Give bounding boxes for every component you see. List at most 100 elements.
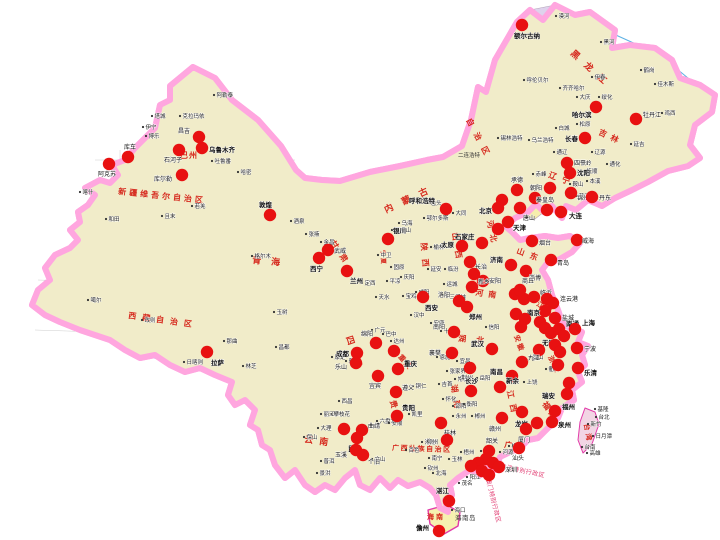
city-marker[interactable]: 沈阳 bbox=[563, 166, 577, 180]
city-marker[interactable]: 唐山 bbox=[513, 201, 527, 215]
city-marker[interactable]: 拉萨 bbox=[200, 345, 214, 359]
city-marker[interactable]: 郑州 bbox=[460, 300, 474, 314]
city-marker[interactable]: 威海 bbox=[570, 233, 584, 247]
city-marker[interactable]: 商丘 bbox=[513, 283, 527, 297]
city-marker[interactable]: 牡丹江 bbox=[629, 112, 643, 126]
city-marker[interactable]: 丹东 bbox=[585, 190, 599, 204]
city-marker[interactable]: 济南 bbox=[504, 258, 518, 272]
city-marker[interactable]: 武威 bbox=[321, 243, 335, 257]
city-marker[interactable]: 湖州 bbox=[532, 343, 546, 357]
city-marker[interactable]: 荆州 bbox=[463, 361, 477, 375]
city-marker[interactable]: 赣州 bbox=[495, 411, 509, 425]
city-marker[interactable]: 遵义 bbox=[389, 385, 403, 399]
town-dot bbox=[443, 267, 447, 271]
city-marker[interactable]: 北京 bbox=[491, 201, 505, 215]
town-dot bbox=[78, 190, 82, 194]
city-marker[interactable]: 烟台 bbox=[525, 234, 539, 248]
city-marker[interactable]: 柳州 bbox=[440, 433, 454, 447]
city-marker[interactable]: 锦州 bbox=[564, 186, 578, 200]
city-marker[interactable]: 承德 bbox=[510, 183, 524, 197]
city-marker[interactable]: 大连 bbox=[554, 205, 568, 219]
city-marker[interactable]: 邯郸 bbox=[467, 267, 481, 281]
city-marker[interactable]: 太原 bbox=[455, 239, 469, 253]
city-marker[interactable]: 四平 bbox=[560, 156, 574, 170]
city-marker[interactable]: 乌鲁木齐 bbox=[195, 141, 209, 155]
city-marker[interactable]: 库尔勒 bbox=[175, 168, 189, 182]
city-marker[interactable]: 淄博 bbox=[519, 264, 533, 278]
city-marker[interactable]: 合肥 bbox=[514, 320, 528, 334]
city-marker[interactable]: 成都 bbox=[350, 346, 364, 360]
city-marker[interactable]: 福州 bbox=[548, 404, 562, 418]
city-marker[interactable]: 新余 bbox=[493, 380, 507, 394]
town-label: 阿勒泰 bbox=[217, 91, 234, 99]
city-marker[interactable]: 葫芦岛 bbox=[528, 191, 542, 205]
city-marker[interactable]: 贵阳 bbox=[390, 409, 404, 423]
city-marker[interactable]: 库车 bbox=[121, 150, 135, 164]
city-marker[interactable]: 淮安 bbox=[538, 304, 552, 318]
city-marker[interactable]: 金华 bbox=[551, 358, 565, 372]
city-marker[interactable]: 泉州 bbox=[545, 415, 559, 429]
city-marker[interactable]: 长治 bbox=[463, 255, 477, 269]
city-marker[interactable]: 湛江 bbox=[442, 494, 456, 508]
city-marker[interactable]: 厦门 bbox=[519, 422, 533, 436]
city-marker[interactable]: 绵阳 bbox=[369, 336, 383, 350]
city-marker[interactable]: 南昌 bbox=[505, 369, 519, 383]
city-marker[interactable]: 肇庆 bbox=[464, 459, 478, 473]
city-marker[interactable]: 珠海 bbox=[482, 468, 496, 482]
city-marker[interactable]: 朝阳 bbox=[543, 181, 557, 195]
city-marker[interactable]: 南阳 bbox=[447, 325, 461, 339]
city-marker[interactable]: 呼和浩特 bbox=[439, 202, 453, 216]
city-marker[interactable]: 秦皇岛 bbox=[540, 203, 554, 217]
city-marker[interactable]: 安阳 bbox=[476, 274, 490, 288]
city-marker[interactable]: 襄樊 bbox=[445, 346, 459, 360]
city-marker[interactable]: 连云港 bbox=[546, 296, 560, 310]
city-marker[interactable]: 盐城 bbox=[548, 311, 562, 325]
city-marker[interactable]: 宁波 bbox=[570, 341, 584, 355]
city-marker[interactable]: 临沂 bbox=[527, 290, 541, 304]
city-marker[interactable]: 新乡 bbox=[465, 280, 479, 294]
city-label: 呼和浩特 bbox=[409, 196, 436, 205]
city-marker[interactable]: 昌吉 bbox=[192, 130, 206, 144]
city-marker[interactable]: 长春 bbox=[578, 131, 592, 145]
city-marker[interactable]: 汕头 bbox=[512, 441, 526, 455]
city-marker[interactable]: 青岛 bbox=[544, 253, 558, 267]
city-marker[interactable]: 西安 bbox=[416, 290, 430, 304]
city-marker[interactable]: 绍兴 bbox=[553, 345, 567, 359]
city-marker[interactable]: 上海 bbox=[568, 322, 582, 336]
city-marker[interactable]: 乐清 bbox=[571, 361, 585, 375]
city-marker[interactable]: 桂林 bbox=[434, 416, 448, 430]
city-marker[interactable]: 武汉 bbox=[485, 342, 499, 356]
city-marker[interactable]: 乐山 bbox=[349, 356, 363, 370]
city-marker[interactable]: 瑞安 bbox=[560, 387, 574, 401]
city-marker[interactable]: 银川 bbox=[381, 232, 395, 246]
city-marker[interactable]: 敦煌 bbox=[263, 208, 277, 222]
city-marker[interactable]: 九江 bbox=[515, 355, 529, 369]
city-marker[interactable]: 南充 bbox=[387, 344, 401, 358]
city-marker[interactable]: 瑞金 bbox=[515, 405, 529, 419]
city-marker[interactable]: 温州 bbox=[562, 376, 576, 390]
city-marker[interactable]: 楚雄 bbox=[337, 422, 351, 436]
city-marker-group: 武威武威 bbox=[321, 243, 346, 257]
city-marker[interactable]: 宜宾 bbox=[371, 369, 385, 383]
city-marker[interactable]: 苏州 bbox=[557, 329, 571, 343]
city-marker[interactable]: 龙岩 bbox=[530, 416, 544, 430]
city-marker[interactable]: 额尔古纳 bbox=[515, 18, 529, 32]
city-marker[interactable]: 哈尔滨 bbox=[589, 100, 603, 114]
city-marker[interactable]: 重庆 bbox=[391, 362, 405, 376]
city-marker[interactable]: 石家庄 bbox=[475, 236, 489, 250]
city-marker[interactable]: 个旧 bbox=[356, 448, 370, 462]
city-marker[interactable]: 天津 bbox=[501, 215, 515, 229]
city-marker-group: 秦皇岛秦皇岛 bbox=[536, 196, 554, 217]
town-dot bbox=[445, 369, 449, 373]
city-marker-group: 北京北京 bbox=[479, 201, 505, 215]
city-marker[interactable]: 西宁 bbox=[312, 251, 326, 265]
city-marker[interactable]: 沧州 bbox=[491, 222, 505, 236]
city-marker[interactable]: 儋州 bbox=[432, 524, 446, 538]
city-marker[interactable]: 石河子 bbox=[172, 143, 186, 157]
city-marker[interactable]: 兰州 bbox=[340, 264, 354, 278]
city-marker[interactable]: 深圳 bbox=[492, 460, 506, 474]
city-marker[interactable]: 昆明 bbox=[350, 431, 364, 445]
town-dot bbox=[329, 412, 333, 416]
city-marker[interactable]: 阿克苏 bbox=[102, 157, 116, 171]
city-marker[interactable]: 长沙 bbox=[464, 384, 478, 398]
